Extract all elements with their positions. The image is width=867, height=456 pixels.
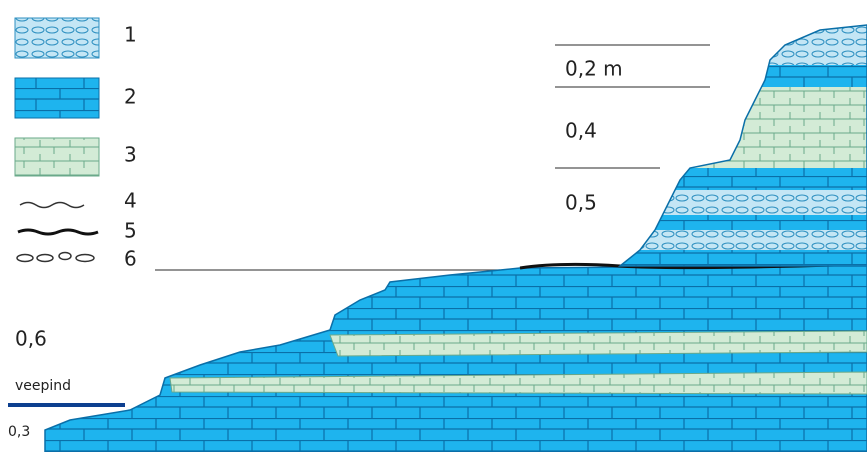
legend-symbol: [20, 203, 84, 208]
thickness-label: 0,5: [565, 191, 597, 215]
legend-swatch: [15, 18, 99, 58]
limestone-mass: [45, 265, 867, 452]
legend-label: 4: [124, 189, 137, 213]
cliff-section-diagram: 1 2 3 4 5 6 0,2 m 0,4 0,5 0,6 veepind 0,…: [0, 0, 867, 452]
legend-symbol: [18, 230, 98, 234]
upper-layers: [600, 20, 867, 266]
thickness-label: 0,2 m: [565, 57, 623, 81]
legend-label: 3: [124, 143, 137, 167]
legend-label: 1: [124, 23, 137, 47]
legend-swatch: [15, 78, 99, 118]
thickness-label: 0,6: [15, 327, 47, 351]
legend-label: 5: [124, 219, 137, 243]
legend-label: 2: [124, 85, 137, 109]
thickness-label: 0,4: [565, 119, 597, 143]
guide-lines: [155, 45, 710, 270]
thickness-label: 0,3: [8, 424, 30, 440]
marl-band: [330, 331, 867, 356]
legend-label: 6: [124, 247, 137, 271]
legend-symbol: [17, 253, 94, 262]
water-label: veepind: [15, 378, 71, 394]
legend: 1 2 3 4 5 6: [15, 18, 137, 271]
legend-swatch: [15, 138, 99, 176]
